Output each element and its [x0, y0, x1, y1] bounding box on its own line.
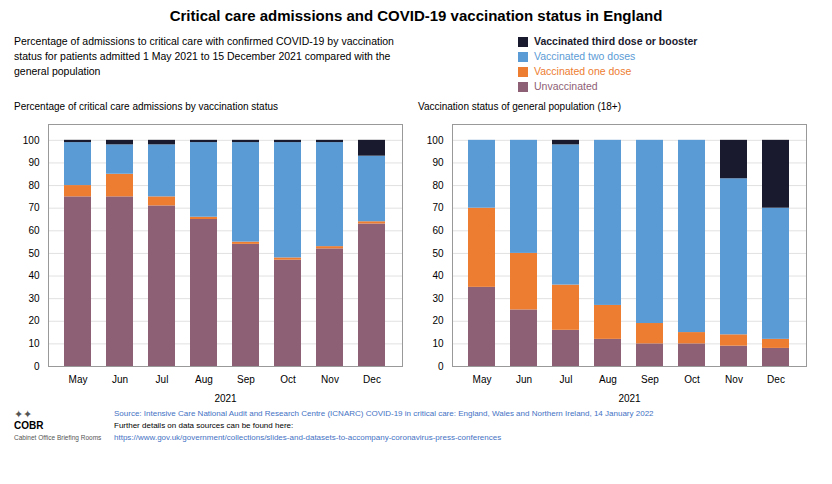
svg-text:Jun: Jun	[516, 374, 532, 385]
svg-text:Jul: Jul	[560, 374, 573, 385]
svg-text:Sep: Sep	[641, 374, 659, 385]
html-text:Critical care admissions and C: Critical care admissions and COVID-19 va…	[169, 7, 663, 24]
html-text:Vaccination status of general: Vaccination status of general population…	[418, 101, 621, 112]
svg-text:90: 90	[432, 157, 444, 168]
svg-text:Oct: Oct	[684, 374, 700, 385]
html-text:Vaccinated two doses: Vaccinated two doses	[534, 50, 636, 62]
svg-text:50: 50	[432, 248, 444, 259]
html-text:COBR: COBR	[14, 420, 44, 431]
svg-text:Dec: Dec	[767, 374, 785, 385]
svg-text:May: May	[473, 374, 492, 385]
svg-text:Nov: Nov	[321, 374, 339, 385]
html-text:Vaccinated third dose or boost: Vaccinated third dose or booster	[534, 35, 698, 47]
svg-text:70: 70	[28, 202, 40, 213]
svg-text:Aug: Aug	[599, 374, 617, 385]
svg-text:70: 70	[432, 202, 444, 213]
svg-text:40: 40	[432, 270, 444, 281]
svg-text:30: 30	[432, 293, 444, 304]
svg-text:Oct: Oct	[280, 374, 296, 385]
svg-text:80: 80	[28, 180, 40, 191]
html-text:Source: Intensive Care Nationa: Source: Intensive Care National Audit an…	[114, 409, 654, 418]
svg-text:Jun: Jun	[112, 374, 128, 385]
svg-text:Sep: Sep	[237, 374, 255, 385]
svg-text:Aug: Aug	[195, 374, 213, 385]
html-text:Further details on data source: Further details on data sources can be f…	[114, 421, 294, 430]
svg-text:0: 0	[34, 361, 40, 372]
svg-text:10: 10	[432, 338, 444, 349]
svg-text:100: 100	[23, 135, 40, 146]
html-text:Percentage of admissions to cr: Percentage of admissions to critical car…	[14, 35, 394, 77]
svg-text:Jul: Jul	[156, 374, 169, 385]
svg-text:60: 60	[432, 225, 444, 236]
svg-text:Nov: Nov	[725, 374, 743, 385]
svg-text:30: 30	[28, 293, 40, 304]
svg-text:50: 50	[28, 248, 40, 259]
svg-text:2021: 2021	[214, 393, 237, 404]
svg-text:20: 20	[28, 315, 40, 326]
svg-text:80: 80	[432, 180, 444, 191]
svg-text:40: 40	[28, 270, 40, 281]
html-text:Unvaccinated: Unvaccinated	[534, 80, 598, 92]
svg-text:0: 0	[438, 361, 444, 372]
svg-text:2021: 2021	[618, 393, 641, 404]
svg-text:Dec: Dec	[363, 374, 381, 385]
html-text:https://www.gov.uk/government/: https://www.gov.uk/government/collection…	[114, 433, 502, 442]
svg-text:10: 10	[28, 338, 40, 349]
html-text:Vaccinated one dose: Vaccinated one dose	[534, 65, 632, 77]
svg-text:100: 100	[427, 135, 444, 146]
html-text:Cabinet Office Briefing Rooms: Cabinet Office Briefing Rooms	[14, 434, 102, 441]
svg-text:May: May	[69, 374, 88, 385]
html-text:Percentage of critical care ad: Percentage of critical care admissions b…	[14, 101, 278, 112]
svg-text:60: 60	[28, 225, 40, 236]
svg-text:90: 90	[28, 157, 40, 168]
svg-text:20: 20	[432, 315, 444, 326]
